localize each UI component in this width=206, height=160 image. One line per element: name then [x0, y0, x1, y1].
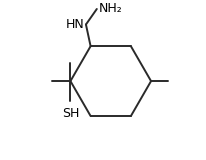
Text: HN: HN [66, 18, 84, 31]
Text: NH₂: NH₂ [98, 3, 122, 16]
Text: SH: SH [62, 108, 79, 120]
